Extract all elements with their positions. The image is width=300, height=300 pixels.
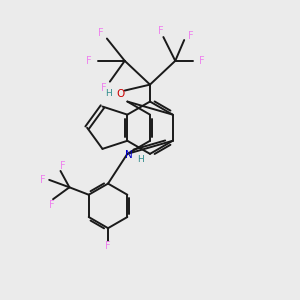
Text: F: F <box>40 175 46 185</box>
Text: F: F <box>105 241 111 251</box>
Text: H: H <box>137 155 143 164</box>
Text: F: F <box>101 82 107 93</box>
Text: N: N <box>125 150 133 160</box>
Text: F: F <box>188 32 194 41</box>
Text: H: H <box>105 89 112 98</box>
Text: F: F <box>98 28 104 38</box>
Text: F: F <box>49 200 54 209</box>
Text: F: F <box>60 161 66 171</box>
Text: O: O <box>116 89 124 99</box>
Text: F: F <box>158 26 163 36</box>
Text: F: F <box>199 56 205 66</box>
Text: F: F <box>86 56 92 66</box>
